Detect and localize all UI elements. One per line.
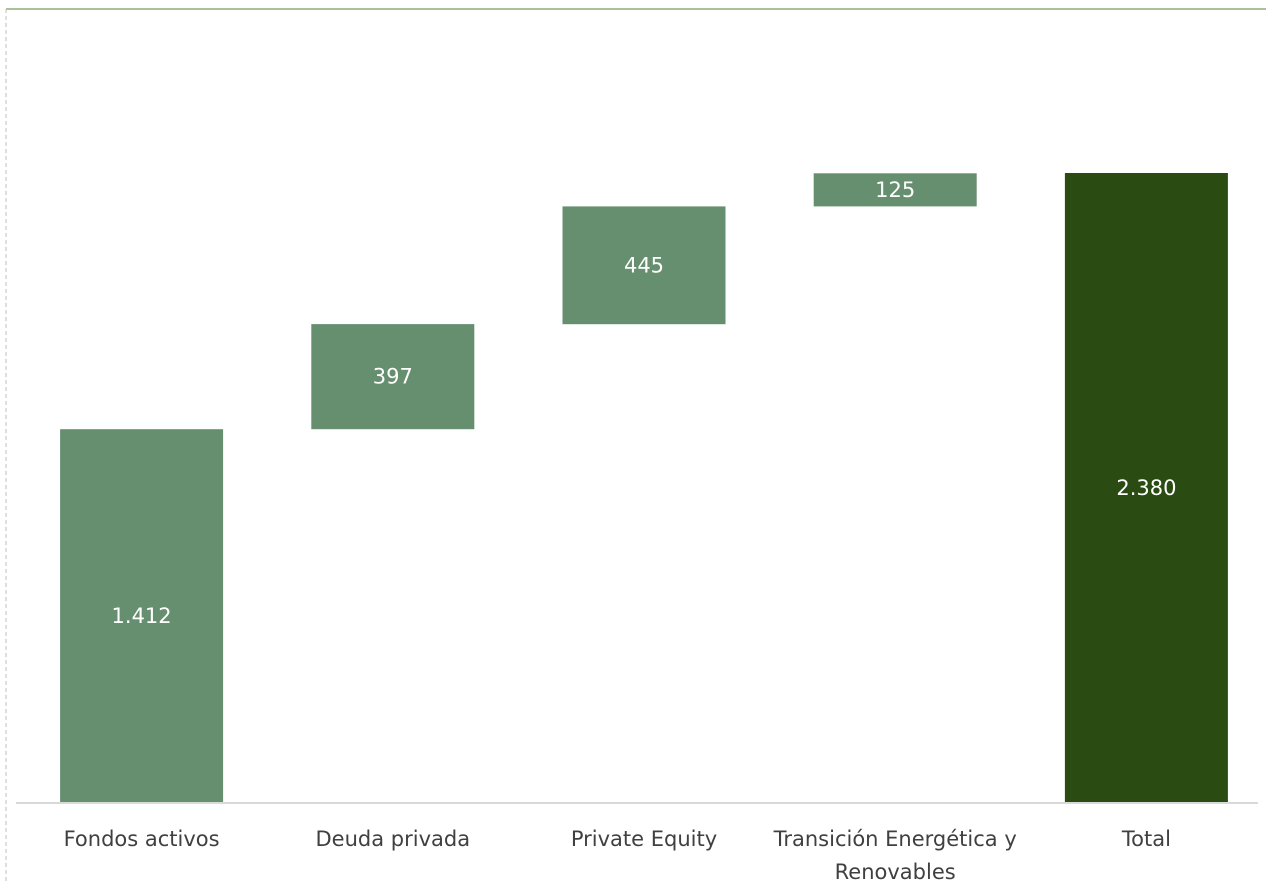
bars-group: 1.412 397 445 125 2.380	[60, 173, 1228, 803]
data-label-1: 1.412	[112, 604, 172, 628]
data-label-5: 2.380	[1116, 476, 1176, 500]
bar-2	[311, 324, 475, 430]
bar-1	[60, 429, 224, 803]
category-label-4: Transición Energética y Renovables	[773, 827, 1017, 883]
category-label-2: Deuda privada	[316, 827, 471, 851]
data-label-3: 445	[624, 253, 664, 277]
category-label-3: Private Equity	[571, 827, 717, 851]
data-label-4: 125	[875, 178, 915, 202]
category-label-5: Total	[1121, 827, 1171, 851]
category-label-1: Fondos activos	[64, 827, 220, 851]
data-label-2: 397	[373, 365, 413, 389]
bar-3	[562, 206, 726, 325]
bar-4	[813, 173, 977, 207]
category-labels: Fondos activos Deuda privada Private Equit…	[64, 827, 1171, 883]
bar-5	[1064, 173, 1228, 803]
